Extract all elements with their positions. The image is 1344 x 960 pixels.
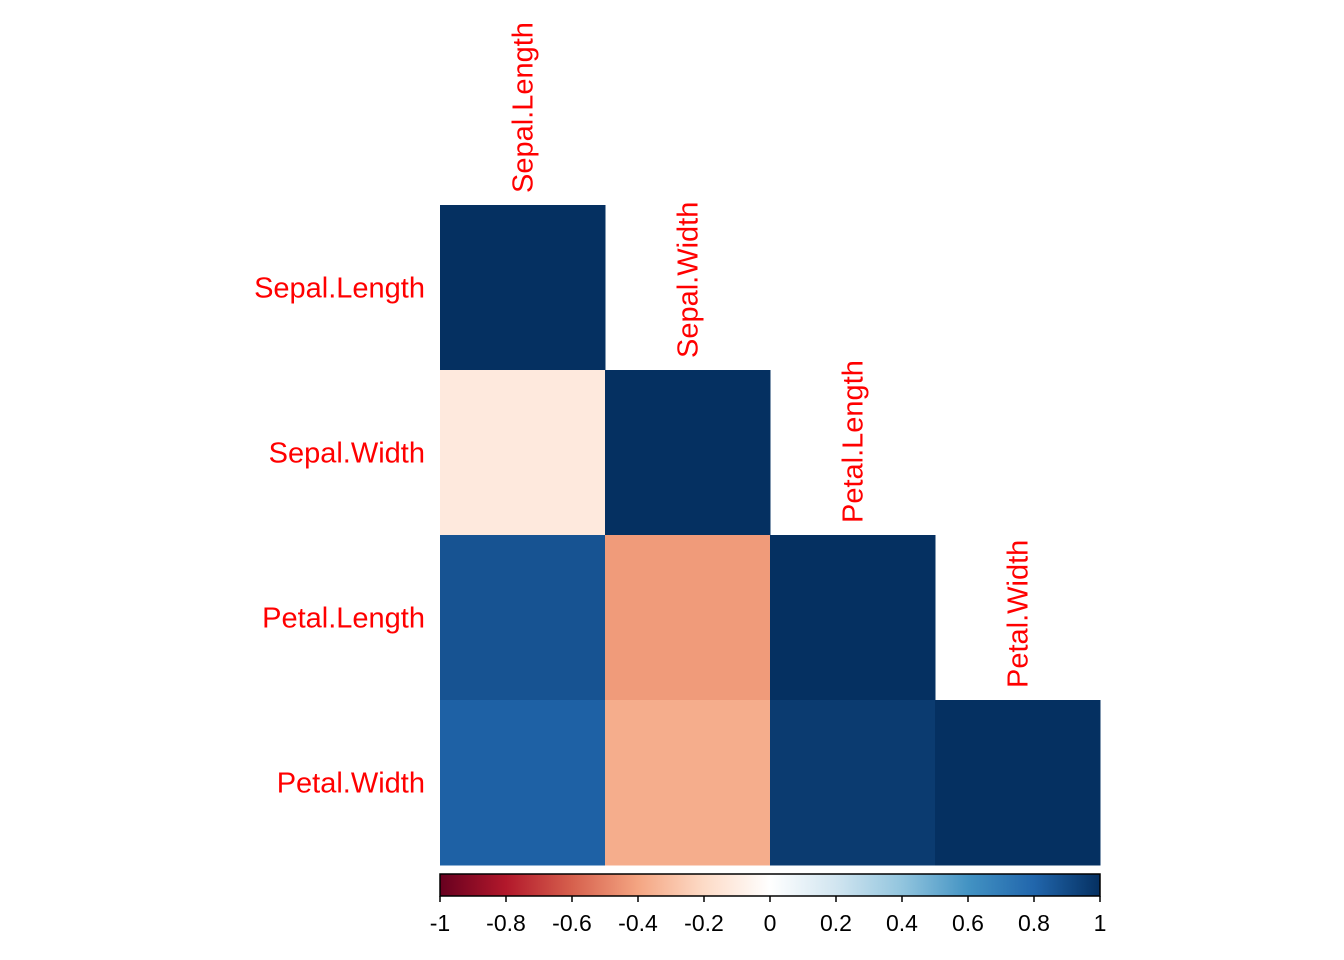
colorbar-tick-label: -1	[430, 910, 450, 936]
column-label: Sepal.Length	[508, 22, 540, 193]
colorbar-tick-label: -0.4	[618, 910, 658, 936]
colorbar-gradient	[439, 873, 1101, 897]
colorbar: -1 -0.8 -0.6 -0.4 -0.2 0 0.2 0.4 0.6 0.8 1	[430, 873, 1107, 936]
row-labels: Sepal.Length Sepal.Width Petal.Length Petal…	[254, 273, 425, 800]
column-label: Petal.Width	[1003, 540, 1035, 688]
heatmap-cell-Sepal.Width-Sepal.Length	[440, 370, 606, 536]
row-label: Sepal.Length	[254, 273, 425, 305]
colorbar-tick-label: -0.2	[684, 910, 724, 936]
colorbar-tick-label: 1	[1094, 910, 1107, 936]
row-label: Petal.Width	[277, 768, 425, 800]
colorbar-tick-label: 0.2	[820, 910, 852, 936]
colorbar-tick-label: 0.6	[952, 910, 984, 936]
colorbar-tick-label: 0.4	[886, 910, 918, 936]
colorbar-tick-label: -0.6	[552, 910, 592, 936]
row-label: Sepal.Width	[269, 438, 425, 470]
heatmap-cell-Petal.Length-Sepal.Length	[440, 535, 606, 701]
colorbar-tick-label: 0.8	[1018, 910, 1050, 936]
column-label: Sepal.Width	[673, 202, 705, 358]
heatmap-cell-Sepal.Length-Sepal.Length	[440, 205, 606, 371]
column-labels: Sepal.Length Sepal.Width Petal.Length Petal…	[508, 22, 1035, 688]
heatmap-cell-Petal.Width-Sepal.Length	[440, 700, 606, 866]
row-label: Petal.Length	[262, 603, 425, 635]
heatmap-cell-Petal.Length-Sepal.Width	[605, 535, 771, 701]
column-label: Petal.Length	[838, 360, 870, 523]
heatmap-cell-Sepal.Width-Sepal.Width	[605, 370, 771, 536]
heatmap-cell-Petal.Width-Sepal.Width	[605, 700, 771, 866]
colorbar-tick-label: 0	[764, 910, 777, 936]
heatmap-cell-Petal.Length-Petal.Length	[770, 535, 936, 701]
colorbar-tick-label: -0.8	[486, 910, 526, 936]
heatmap-cell-Petal.Width-Petal.Width	[935, 700, 1101, 866]
heatmap-cell-Petal.Width-Petal.Length	[770, 700, 936, 866]
heatmap-cells	[440, 205, 1101, 866]
